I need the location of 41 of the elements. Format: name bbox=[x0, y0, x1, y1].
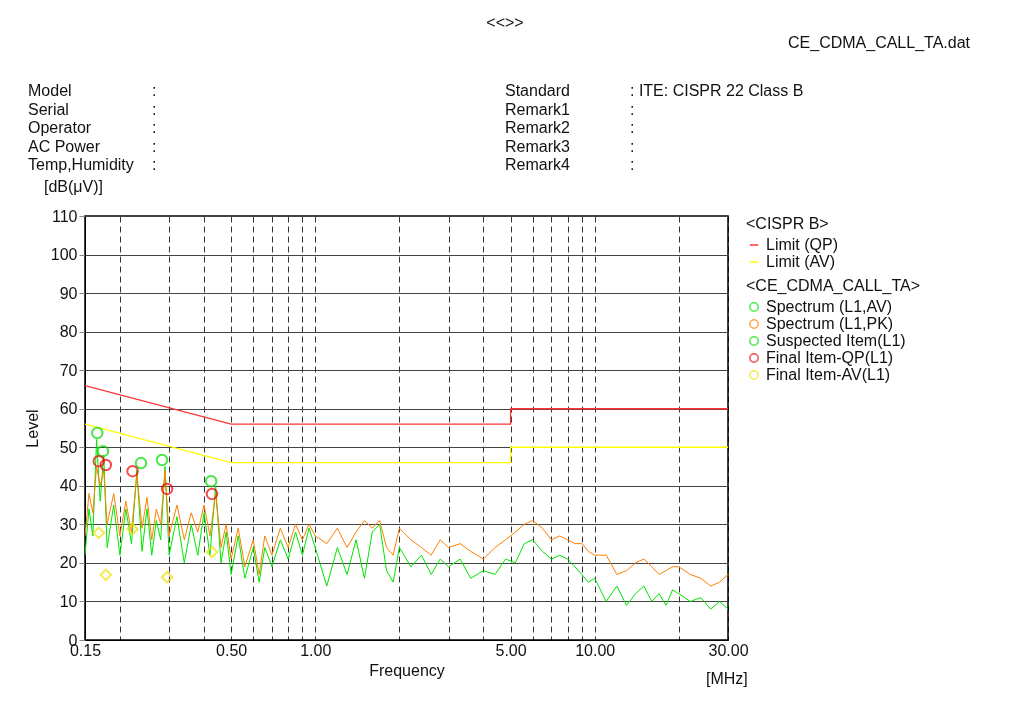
y-tick-label: 70 bbox=[59, 361, 78, 379]
legend-label: Final Item-QP(L1) bbox=[766, 349, 894, 366]
text: Remark4 : bbox=[505, 156, 635, 173]
x-tick-label: 0.50 bbox=[216, 641, 248, 659]
y-tick-label: 30 bbox=[59, 515, 78, 533]
text: Temp,Humidity : bbox=[28, 156, 157, 174]
text: Remark3 : bbox=[505, 137, 635, 155]
legend-label: Spectrum (L1,AV) bbox=[766, 298, 892, 315]
x-tick-label: 10.00 bbox=[575, 641, 616, 659]
y-tick-label: 40 bbox=[59, 477, 78, 495]
text: Serial : bbox=[28, 100, 157, 118]
text: Remark1 : bbox=[505, 100, 635, 118]
y-tick-label: 20 bbox=[59, 554, 78, 572]
x-tick-label: 30.00 bbox=[708, 641, 749, 659]
y-tick-label: 80 bbox=[59, 323, 78, 341]
chart-title: <<>> bbox=[486, 14, 524, 32]
x-axis-title: Frequency bbox=[369, 661, 445, 679]
text: [MHz] bbox=[706, 670, 748, 688]
legend-label: Limit (AV) bbox=[766, 253, 836, 270]
text: <CISPR B> bbox=[746, 215, 829, 232]
y-tick-label: 10 bbox=[59, 592, 78, 610]
legend-label: Final Item-AV(L1) bbox=[766, 366, 891, 383]
y-tick-label: 60 bbox=[59, 400, 78, 418]
y-tick-label: 100 bbox=[50, 246, 78, 264]
legend-label: Spectrum (L1,PK) bbox=[766, 315, 894, 332]
y-tick-label: 50 bbox=[59, 438, 78, 456]
y-tick-label: 110 bbox=[51, 207, 78, 225]
text: Operator : bbox=[28, 119, 157, 136]
text: Model : bbox=[28, 82, 157, 99]
text: [dB(μV)] bbox=[44, 178, 104, 196]
legend-label: Limit (QP) bbox=[766, 236, 838, 253]
text: CE_CDMA_CALL_TA.dat bbox=[788, 34, 970, 52]
text: AC Power : bbox=[28, 137, 157, 155]
y-axis-title: Level bbox=[23, 409, 41, 448]
text: Remark2 : bbox=[505, 119, 635, 136]
legend-label: Suspected Item(L1) bbox=[766, 332, 906, 349]
text: Standard : ITE: CISPR 22 Class B bbox=[505, 82, 804, 99]
x-tick-label: 1.00 bbox=[300, 641, 332, 659]
x-tick-label: 5.00 bbox=[495, 641, 527, 659]
text: <CE_CDMA_CALL_TA> bbox=[746, 277, 920, 295]
y-tick-label: 90 bbox=[59, 284, 78, 302]
